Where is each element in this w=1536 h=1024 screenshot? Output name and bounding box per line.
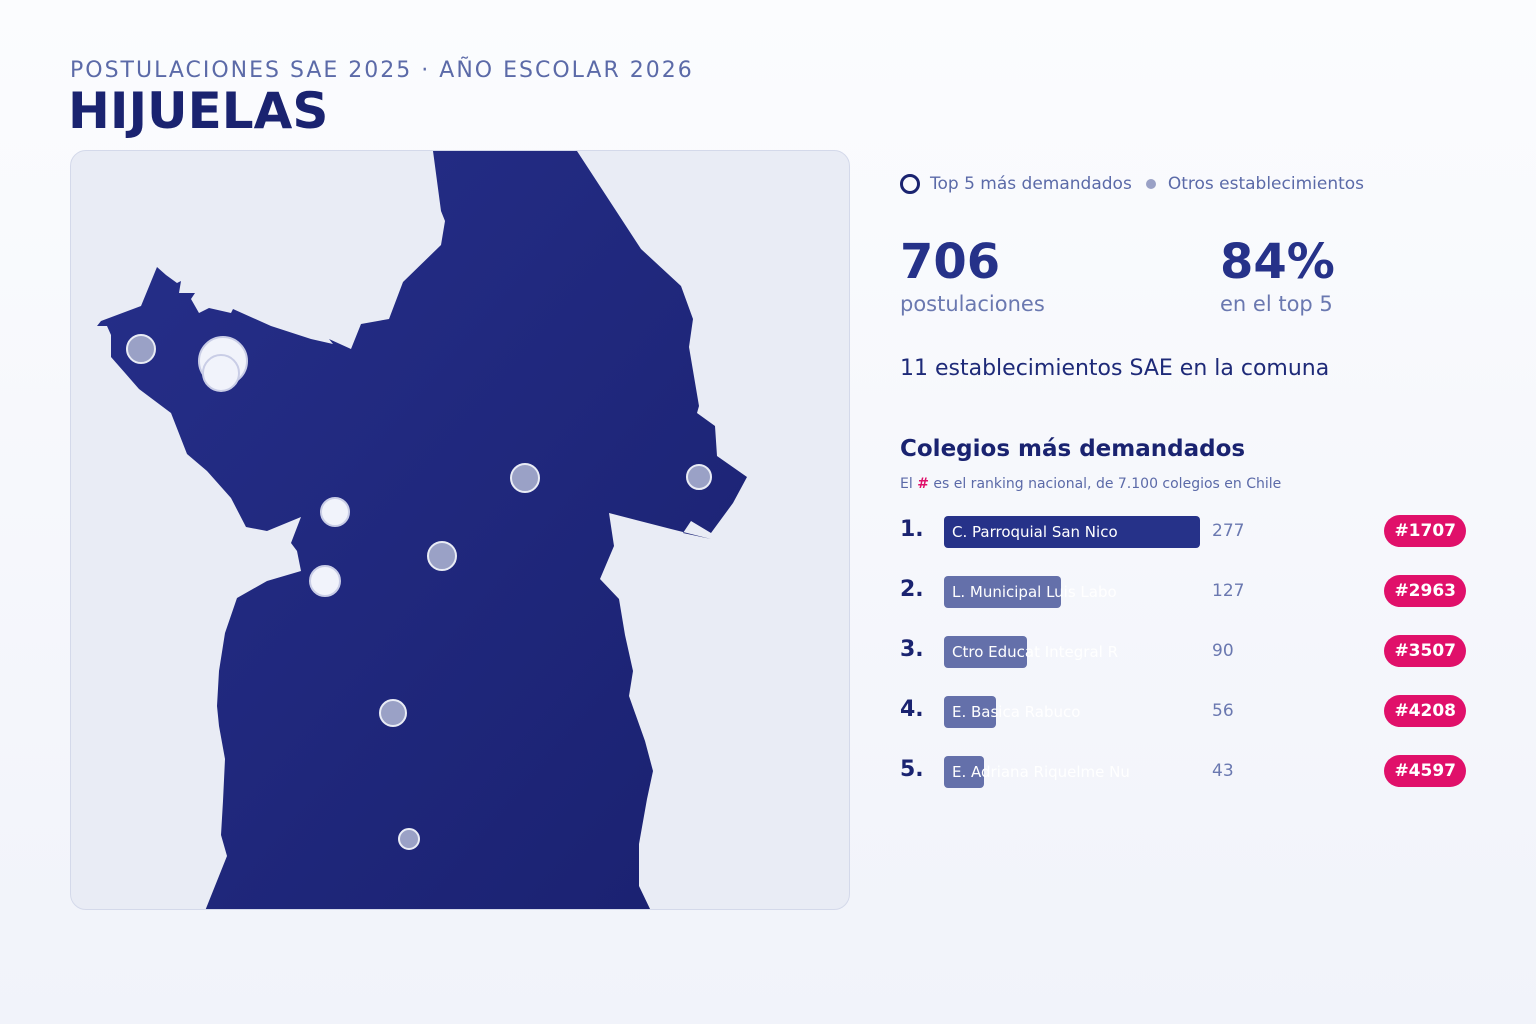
dot-icon	[1145, 179, 1156, 189]
national-rank-badge: #2963	[1384, 575, 1466, 607]
applications-label: postulaciones	[900, 292, 1045, 316]
applications-count: 127	[1212, 581, 1245, 601]
ranking-note-suffix: es el ranking nacional, de 7.100 colegio…	[928, 476, 1282, 492]
top-school-marker[interactable]	[320, 497, 350, 527]
ranking-note-hash: #	[917, 476, 929, 492]
map-legend: Top 5 más demandados Otros establecimien…	[900, 174, 1364, 194]
bar-track: C. Parroquial San Nico	[944, 516, 1200, 548]
demand-bar	[944, 756, 984, 788]
rank-position: 2.	[900, 577, 924, 602]
demand-bar	[944, 696, 996, 728]
national-rank-badge: #1707	[1384, 515, 1466, 547]
school-marker[interactable]	[126, 334, 156, 364]
ranking-title: Colegios más demandados	[900, 436, 1246, 462]
applications-stat: 706 postulaciones	[900, 232, 1045, 316]
school-name: C. Parroquial San Nico	[952, 523, 1118, 541]
school-marker[interactable]	[398, 828, 420, 850]
demand-bar	[944, 636, 1027, 668]
applications-count: 277	[1212, 521, 1245, 541]
national-rank-badge: #4597	[1384, 755, 1466, 787]
bar-track: L. Municipal Luis Labo	[944, 576, 1200, 608]
ranking-row[interactable]: 2. L. Municipal Luis Labo 127 #2963	[900, 575, 1470, 609]
page-subtitle: POSTULACIONES SAE 2025 · AÑO ESCOLAR 202…	[70, 58, 694, 83]
rank-position: 3.	[900, 637, 924, 662]
ranking-row[interactable]: 4. E. Basica Rabuco 56 #4208	[900, 695, 1470, 729]
applications-value: 706	[900, 234, 1001, 290]
bar-track: Ctro Educat Integral R	[944, 636, 1200, 668]
ranking-note-prefix: El	[900, 476, 918, 492]
applications-count: 56	[1212, 701, 1234, 721]
school-name: E. Basica Rabuco	[952, 703, 1081, 721]
map-panel[interactable]	[70, 150, 850, 910]
top5-label: en el top 5	[1220, 292, 1333, 316]
school-name: E. Adriana Riquelme Nu	[952, 763, 1130, 781]
bar-track: E. Adriana Riquelme Nu	[944, 756, 1200, 788]
national-rank-badge: #4208	[1384, 695, 1466, 727]
schools-count: 11 establecimientos SAE en la comuna	[900, 356, 1330, 381]
school-marker[interactable]	[379, 699, 407, 727]
top5-stat: 84% en el top 5	[1220, 232, 1335, 316]
ring-icon	[900, 174, 920, 194]
applications-count: 90	[1212, 641, 1234, 661]
commune-shape	[97, 151, 747, 909]
national-rank-badge: #3507	[1384, 635, 1466, 667]
ranking-note: El # es el ranking nacional, de 7.100 co…	[900, 476, 1281, 492]
rank-position: 1.	[900, 517, 924, 542]
top5-value: 84%	[1220, 234, 1335, 290]
legend-top-label: Top 5 más demandados	[930, 174, 1132, 194]
rank-position: 4.	[900, 697, 924, 722]
map-markers	[126, 334, 712, 850]
commune-map	[97, 151, 747, 909]
school-marker[interactable]	[510, 463, 540, 493]
school-name: L. Municipal Luis Labo	[952, 583, 1117, 601]
school-name: Ctro Educat Integral R	[952, 643, 1119, 661]
school-marker[interactable]	[427, 541, 457, 571]
ranking-row[interactable]: 1. C. Parroquial San Nico 277 #1707	[900, 515, 1470, 549]
demand-bar	[944, 576, 1061, 608]
applications-count: 43	[1212, 761, 1234, 781]
page-title: HIJUELAS	[68, 82, 329, 140]
ranking-row[interactable]: 3. Ctro Educat Integral R 90 #3507	[900, 635, 1470, 669]
top-school-marker[interactable]	[202, 354, 240, 392]
school-marker[interactable]	[686, 464, 712, 490]
rank-position: 5.	[900, 757, 924, 782]
bar-track: E. Basica Rabuco	[944, 696, 1200, 728]
legend-other-label: Otros establecimientos	[1167, 174, 1365, 194]
demand-bar	[944, 516, 1200, 548]
top-school-marker[interactable]	[309, 565, 341, 597]
ranking-row[interactable]: 5. E. Adriana Riquelme Nu 43 #4597	[900, 755, 1470, 789]
